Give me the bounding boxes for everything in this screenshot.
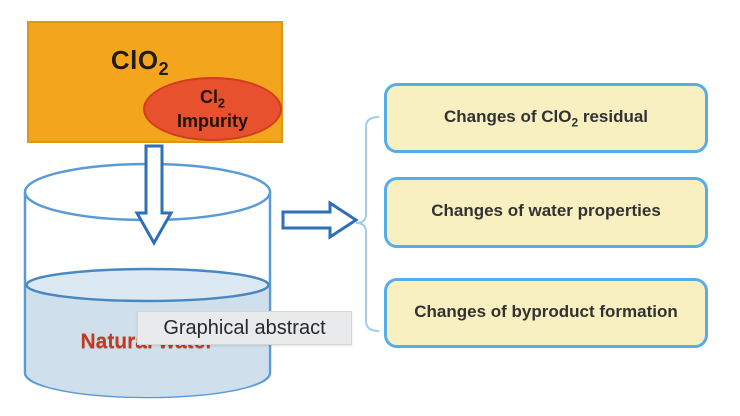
outcome-box-label: Changes of water properties: [431, 201, 661, 221]
impurity-label: Impurity: [176, 110, 248, 131]
outcome-box-clo2-residual: Changes of ClO2 residual: [384, 83, 708, 153]
graphical-abstract-tooltip: Graphical abstract: [137, 311, 352, 345]
outcome-box-water-properties: Changes of water properties: [384, 177, 708, 248]
brace-connector-icon: [355, 116, 380, 332]
cl2-impurity-ellipse: Cl2 Impurity: [143, 77, 282, 141]
water-surface: [25, 267, 270, 303]
outcome-box-label: Changes of ClO2 residual: [443, 106, 649, 130]
cl2-label: Cl2: [199, 86, 225, 111]
down-arrow-icon: [134, 144, 174, 247]
outcome-box-byproduct-formation: Changes of byproduct formation: [384, 278, 708, 348]
outcome-box-label: Changes of byproduct formation: [414, 301, 678, 321]
right-arrow-icon: [281, 200, 359, 240]
clo2-reagent-box: ClO2 Cl2 Impurity: [27, 21, 283, 143]
clo2-label: ClO2: [110, 45, 170, 80]
